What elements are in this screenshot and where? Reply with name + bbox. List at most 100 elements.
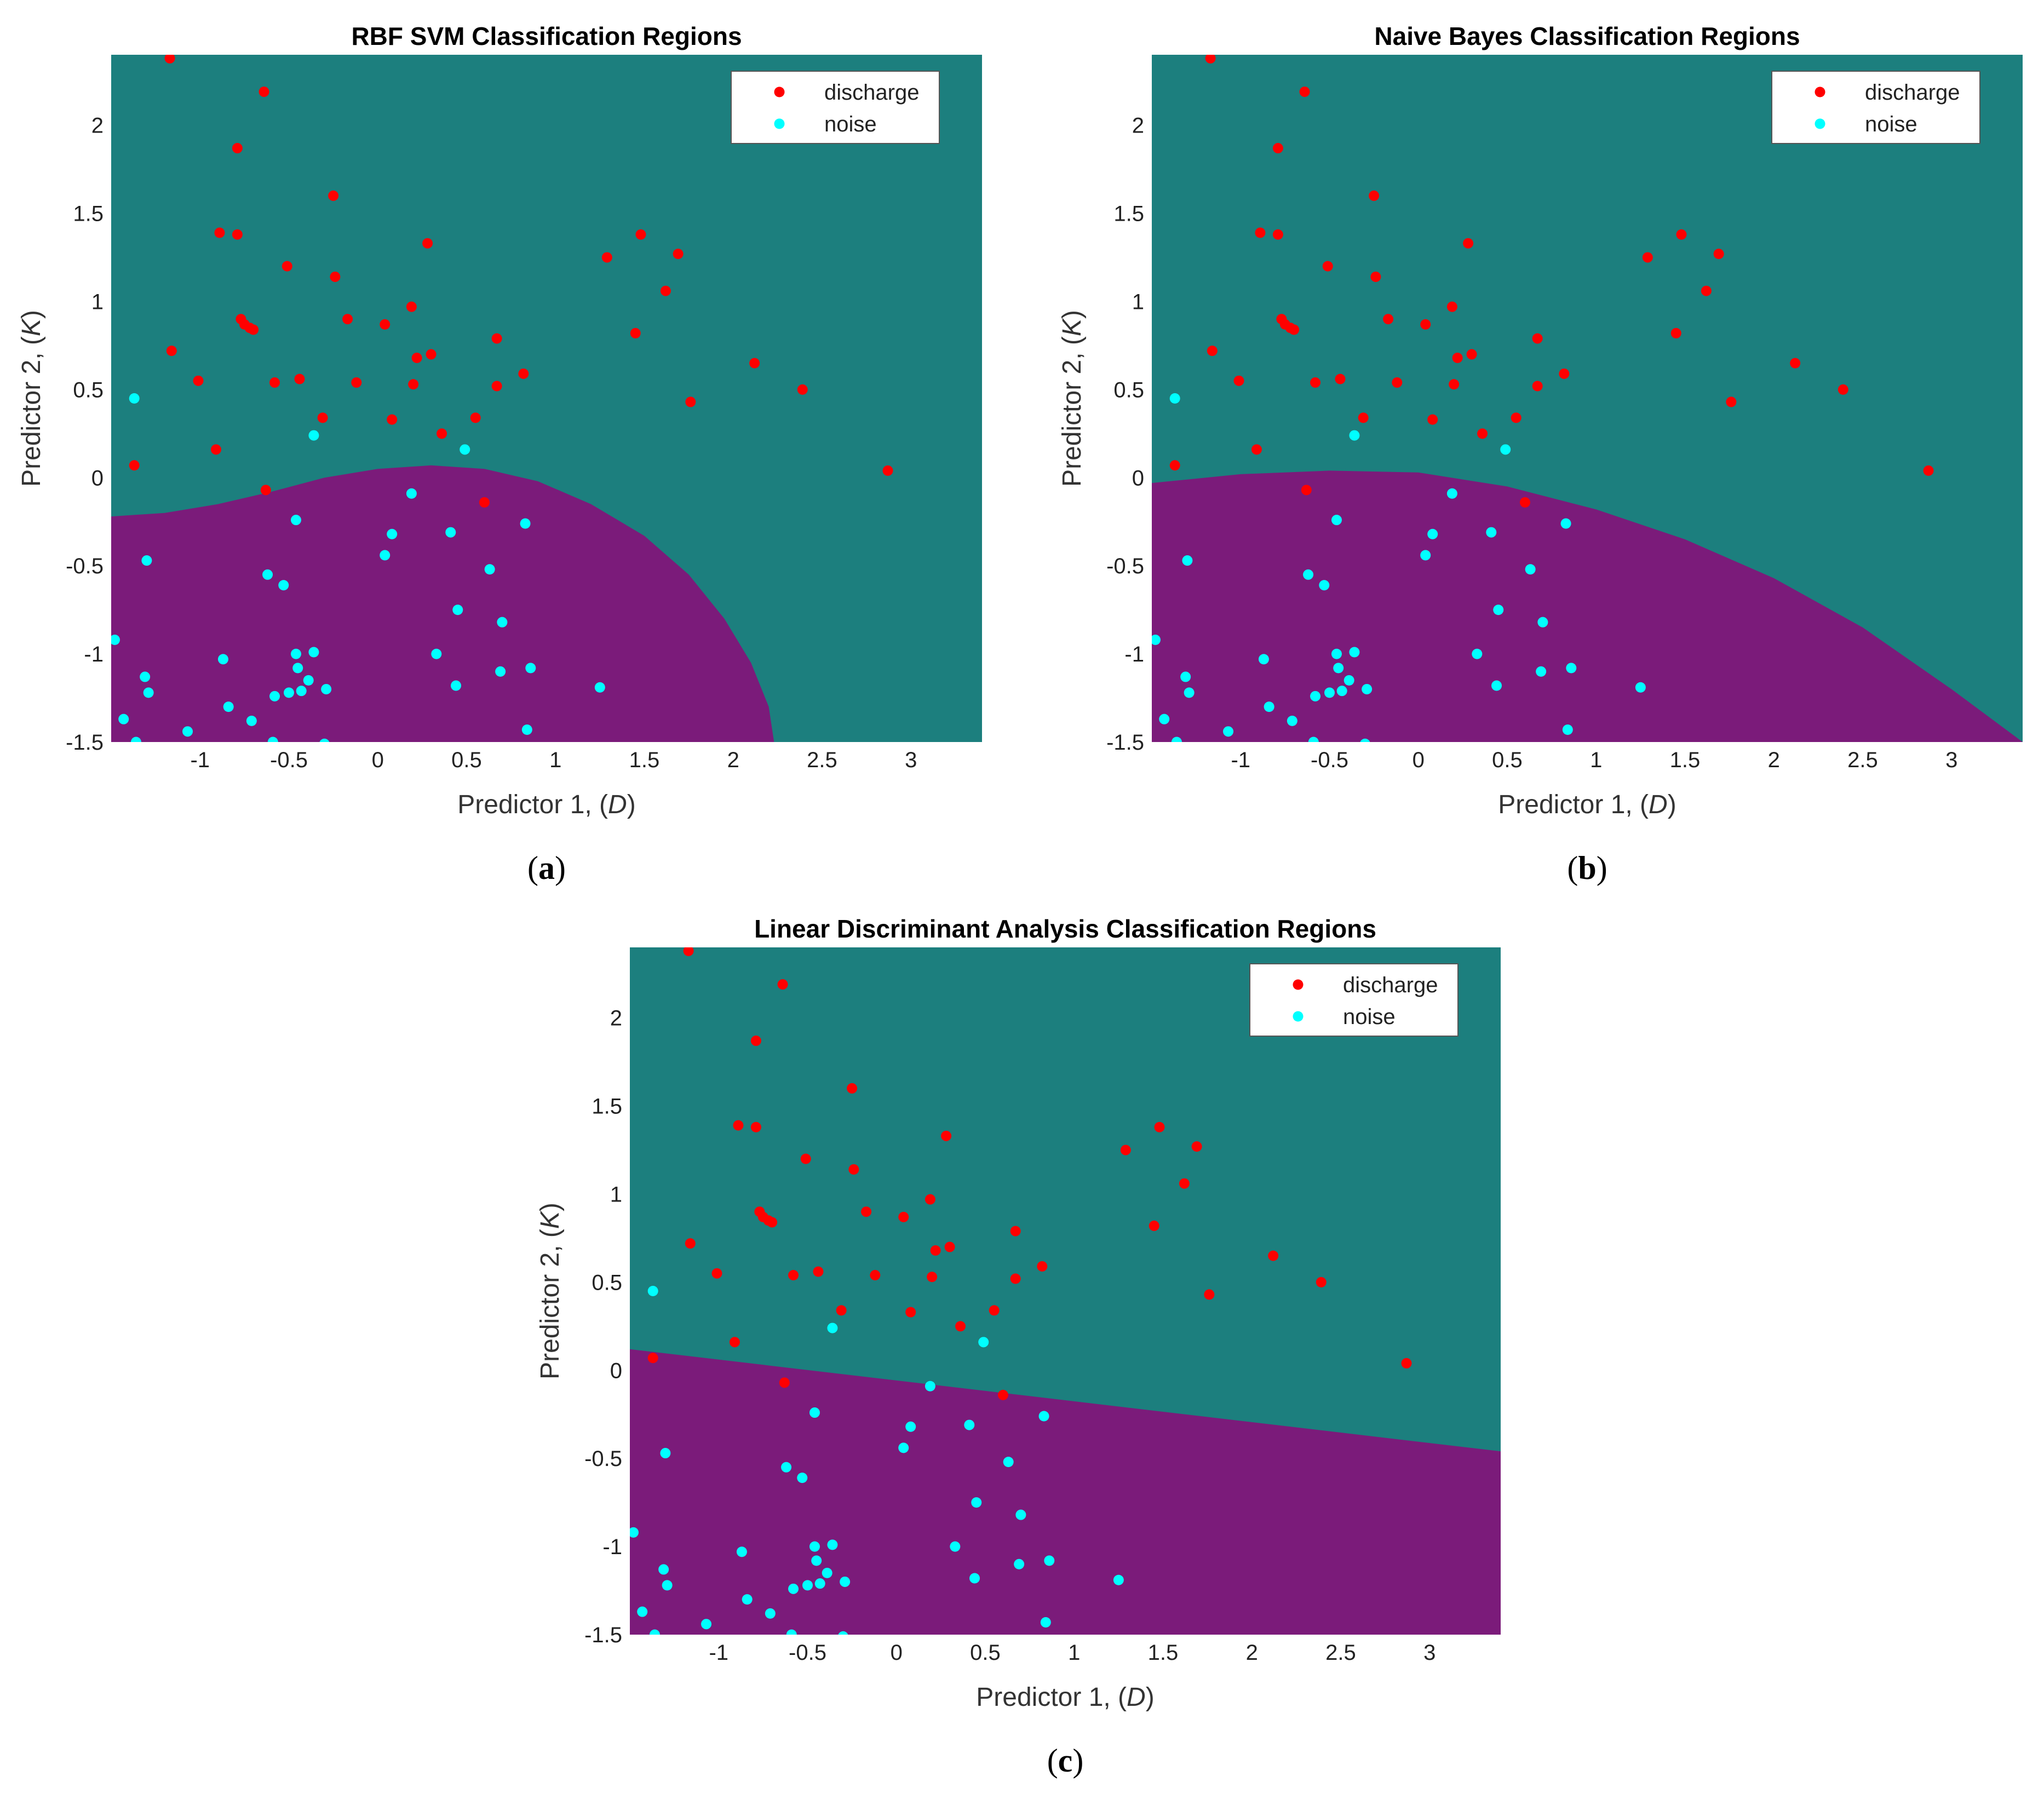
noise-point	[781, 1462, 792, 1473]
noise-point	[520, 518, 531, 529]
discharge-point	[232, 229, 243, 240]
legend-marker-noise	[1293, 1011, 1304, 1022]
noise-point	[267, 737, 278, 742]
discharge-point	[882, 465, 893, 476]
x-tick-label: 1	[549, 748, 561, 772]
noise-point	[809, 1407, 820, 1418]
y-tick-label: 2	[91, 114, 104, 138]
legend-box	[731, 71, 940, 144]
noise-point	[1303, 569, 1314, 580]
discharge-point	[491, 381, 502, 392]
discharge-point	[925, 1194, 935, 1205]
discharge-point	[1272, 229, 1283, 240]
noise-point	[1152, 634, 1161, 645]
discharge-point	[1149, 1220, 1159, 1231]
discharge-point	[1370, 271, 1381, 282]
noise-point	[647, 1286, 658, 1296]
noise-point	[658, 1564, 669, 1575]
noise-point	[950, 1541, 961, 1552]
discharge-point	[848, 1164, 859, 1175]
y-tick-label: 0.5	[1113, 378, 1144, 402]
noise-point	[1015, 1509, 1026, 1520]
discharge-point	[1010, 1273, 1021, 1284]
legend-box	[1249, 963, 1459, 1037]
discharge-point	[777, 979, 788, 990]
noise-point	[662, 1580, 673, 1591]
points-layer	[111, 55, 893, 742]
noise-point	[269, 691, 280, 702]
discharge-point	[989, 1305, 1000, 1316]
noise-point	[182, 726, 193, 737]
discharge-point	[380, 319, 391, 330]
discharge-point	[1392, 377, 1403, 388]
noise-point	[380, 550, 391, 561]
x-tick-label: -0.5	[789, 1641, 826, 1665]
discharge-point	[260, 485, 271, 496]
panel-caption: (b)	[1567, 850, 1607, 886]
x-tick-label: 1.5	[629, 748, 660, 772]
noise-point	[1362, 683, 1373, 694]
discharge-point	[164, 55, 175, 64]
noise-point	[1493, 605, 1504, 616]
discharge-point	[1191, 1141, 1202, 1152]
noise-point	[525, 663, 536, 674]
noise-point	[246, 715, 257, 726]
noise-point	[838, 1631, 848, 1635]
discharge-point	[750, 1122, 761, 1132]
noise-point	[1310, 691, 1321, 702]
legend-label-discharge: discharge	[824, 81, 919, 105]
discharge-point	[1726, 396, 1737, 407]
discharge-point	[1477, 428, 1488, 439]
noise-point	[521, 724, 532, 735]
discharge-point	[673, 249, 684, 260]
noise-point	[1171, 737, 1182, 742]
y-tick-label: -1	[84, 642, 104, 666]
noise-point	[1264, 702, 1274, 712]
noise-point	[1360, 738, 1370, 742]
y-tick-label: 2	[610, 1007, 622, 1031]
noise-point	[765, 1608, 776, 1619]
noise-point	[406, 488, 417, 499]
x-tick-label: 1.5	[1670, 748, 1701, 772]
legend: discharge noise	[1771, 71, 1980, 144]
x-tick-label: 1.5	[1148, 1641, 1179, 1665]
legend-label-noise: noise	[1343, 1005, 1396, 1029]
noise-point	[1472, 648, 1483, 659]
y-tick-label: 0	[91, 466, 104, 490]
noise-point	[814, 1578, 825, 1589]
noise-point	[630, 1527, 639, 1538]
legend-marker-noise	[1815, 118, 1825, 129]
discharge-point	[601, 252, 612, 263]
y-tick-label: -1	[1124, 642, 1144, 666]
discharge-point	[1463, 238, 1474, 249]
points-layer	[630, 947, 1412, 1635]
discharge-point	[129, 460, 140, 471]
noise-point	[1331, 648, 1342, 659]
y-tick-label: 1.5	[73, 202, 104, 226]
x-tick-label: -1	[1231, 748, 1250, 772]
noise-point	[827, 1539, 838, 1550]
discharge-point	[1519, 497, 1530, 508]
discharge-point	[491, 333, 502, 344]
discharge-point	[1010, 1226, 1021, 1237]
x-tick-label: -1	[709, 1641, 728, 1665]
discharge-point	[749, 358, 760, 369]
noise-point	[111, 634, 120, 645]
noise-point	[303, 675, 314, 686]
discharge-point	[351, 377, 362, 388]
noise-point	[637, 1606, 648, 1617]
discharge-point	[861, 1206, 872, 1217]
noise-point	[278, 580, 289, 591]
chart-title: Naive Bayes Classification Regions	[1374, 22, 1800, 50]
noise-point	[262, 569, 273, 580]
noise-point	[1324, 687, 1335, 698]
y-tick-label: 1	[610, 1183, 622, 1207]
noise-point	[701, 1619, 712, 1630]
discharge-point	[647, 1353, 658, 1364]
noise-point	[1003, 1457, 1014, 1468]
discharge-point	[259, 87, 269, 97]
y-tick-label: -1	[602, 1535, 622, 1559]
noise-point	[217, 654, 228, 665]
discharge-point	[635, 229, 646, 240]
